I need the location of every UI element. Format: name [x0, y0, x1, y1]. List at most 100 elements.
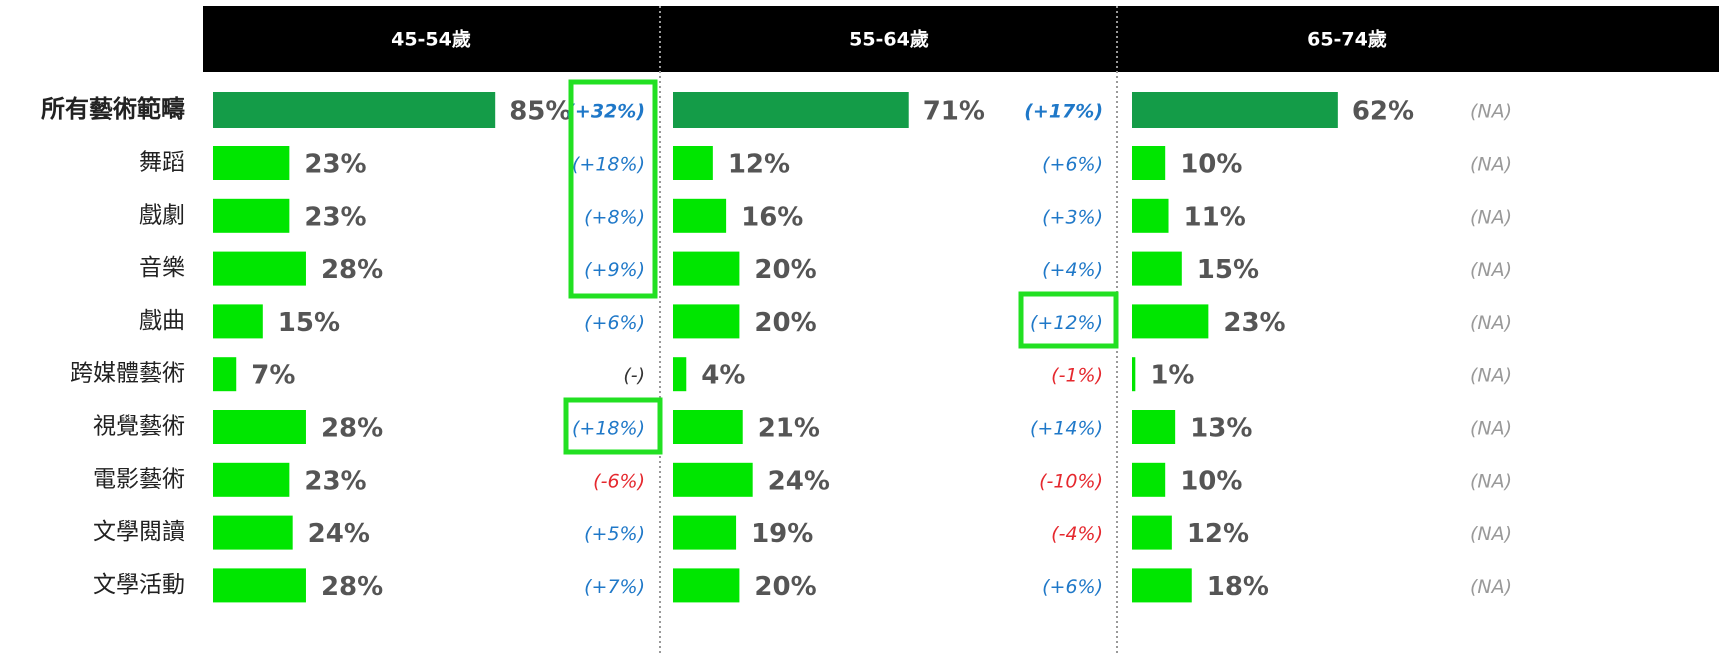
bar	[673, 357, 687, 392]
change-label: (+18%)	[572, 418, 645, 440]
category-label: 所有藝術範疇	[41, 95, 185, 123]
change-label: (NA)	[1470, 312, 1512, 334]
change-label: (+6%)	[1042, 154, 1103, 176]
value-label: 28%	[321, 414, 383, 444]
bar	[213, 568, 306, 603]
change-label: (+7%)	[584, 576, 645, 598]
value-label: 11%	[1184, 202, 1246, 232]
value-label: 23%	[304, 466, 366, 496]
value-label: 7%	[251, 361, 295, 391]
value-label: 4%	[701, 361, 745, 391]
change-label: (+9%)	[584, 259, 645, 281]
bar	[213, 515, 293, 550]
bar	[673, 251, 740, 286]
value-label: 10%	[1180, 150, 1242, 180]
bar	[213, 410, 306, 444]
change-label: (+18%)	[572, 154, 645, 176]
value-label: 15%	[278, 308, 340, 338]
value-label: 28%	[321, 255, 383, 285]
bar	[673, 462, 753, 497]
value-label: 15%	[1197, 255, 1259, 285]
bar	[213, 462, 290, 497]
bar	[213, 357, 237, 392]
header-band	[203, 6, 1719, 72]
change-label: (-10%)	[1039, 470, 1103, 492]
value-label: 19%	[751, 519, 813, 549]
change-label: (+4%)	[1042, 259, 1103, 281]
change-label: (+6%)	[584, 312, 645, 334]
highlight-box	[563, 397, 663, 455]
bar	[213, 251, 306, 286]
category-label: 戲曲	[139, 308, 185, 334]
value-label: 20%	[754, 255, 816, 285]
bar	[1132, 462, 1166, 497]
category-label: 跨媒體藝術	[70, 361, 185, 387]
value-label: 10%	[1180, 466, 1242, 496]
change-label: (NA)	[1470, 206, 1512, 228]
change-label: (NA)	[1470, 418, 1512, 440]
category-label: 電影藝術	[93, 466, 185, 492]
change-label: (+6%)	[1042, 576, 1103, 598]
column-header: 55-64歲	[849, 28, 929, 51]
highlight-box	[568, 79, 658, 299]
value-label: 62%	[1352, 97, 1414, 127]
column-header: 65-74歲	[1307, 28, 1387, 51]
change-label: (NA)	[1470, 154, 1512, 176]
category-label: 戲劇	[139, 202, 185, 228]
bar	[213, 146, 290, 180]
value-label: 71%	[923, 97, 985, 127]
change-label: (+8%)	[584, 206, 645, 228]
bar	[673, 568, 740, 603]
change-label: (-4%)	[1051, 523, 1103, 545]
bar	[1132, 198, 1169, 233]
change-label: (-6%)	[593, 470, 645, 492]
bar	[213, 198, 290, 233]
value-label: 85%	[509, 97, 571, 127]
category-label: 文學活動	[93, 572, 185, 598]
change-label: (+5%)	[584, 523, 645, 545]
bar	[673, 304, 740, 339]
category-label: 視覺藝術	[93, 414, 185, 440]
bar	[673, 410, 743, 444]
change-label: (+12%)	[1030, 312, 1103, 334]
bar	[673, 146, 713, 180]
value-label: 18%	[1207, 572, 1269, 602]
bar	[673, 515, 737, 550]
bar	[1132, 568, 1192, 603]
bar	[213, 304, 263, 339]
value-label: 16%	[741, 202, 803, 232]
change-label: (NA)	[1470, 365, 1512, 387]
value-label: 12%	[1187, 519, 1249, 549]
change-label: (NA)	[1470, 523, 1512, 545]
change-label: (-)	[623, 365, 645, 387]
bar	[213, 92, 496, 128]
value-label: 23%	[304, 202, 366, 232]
bar	[1132, 357, 1136, 392]
category-label: 文學閱讀	[93, 519, 185, 545]
bar	[1132, 515, 1172, 550]
bar	[1132, 304, 1209, 339]
change-label: (NA)	[1470, 470, 1512, 492]
value-label: 20%	[754, 572, 816, 602]
change-label: (+32%)	[566, 101, 645, 123]
bar	[673, 92, 909, 128]
change-label: (-1%)	[1051, 365, 1103, 387]
change-label: (NA)	[1470, 101, 1512, 123]
value-label: 21%	[758, 414, 820, 444]
change-label: (NA)	[1470, 259, 1512, 281]
value-label: 23%	[304, 150, 366, 180]
value-label: 24%	[308, 519, 370, 549]
bar	[1132, 410, 1176, 444]
bar	[1132, 251, 1182, 286]
highlight-box	[1018, 291, 1119, 349]
value-label: 24%	[768, 466, 830, 496]
category-label: 音樂	[139, 255, 185, 281]
value-label: 28%	[321, 572, 383, 602]
column-header: 45-54歲	[391, 28, 471, 51]
value-label: 23%	[1223, 308, 1285, 338]
change-label: (+3%)	[1042, 206, 1103, 228]
value-label: 13%	[1190, 414, 1252, 444]
value-label: 1%	[1150, 361, 1194, 391]
